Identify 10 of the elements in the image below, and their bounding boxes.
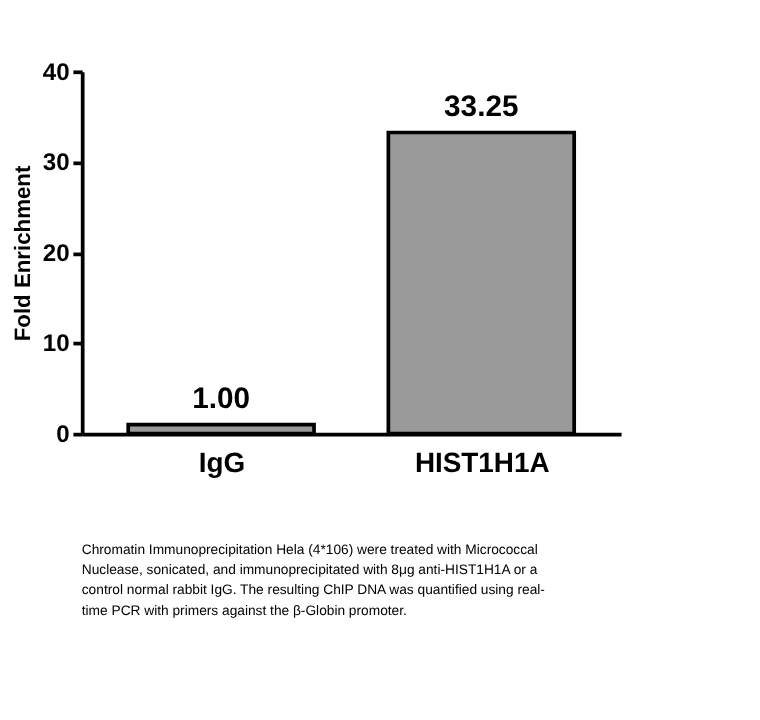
y-tick-label: 0 [56,420,71,449]
y-tick-label: 30 [42,148,71,177]
data-label: 1.00 [192,383,251,416]
y-tick-label: 40 [42,57,71,86]
y-axis-title: Fold Enrichment [11,165,36,342]
y-tick-label: 20 [42,238,71,267]
x-tick-label: HIST1H1A [414,445,550,478]
data-label: 33.25 [444,91,519,124]
y-tick-label: 10 [42,329,71,358]
x-tick-label: IgG [198,445,246,478]
